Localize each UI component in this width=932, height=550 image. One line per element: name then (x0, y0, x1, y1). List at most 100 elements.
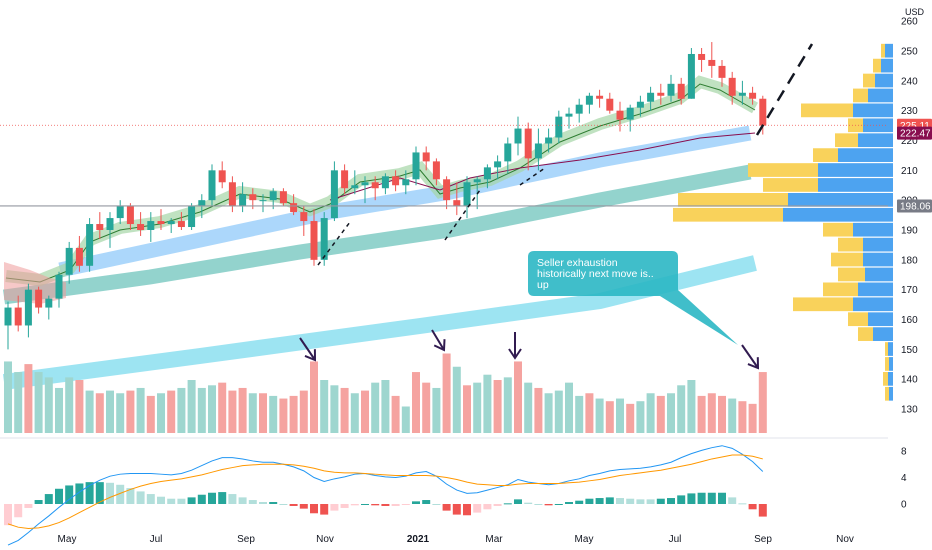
macd-histogram-bar (320, 504, 329, 515)
macd-histogram-bar (4, 504, 12, 526)
profile-bar-blue (783, 207, 893, 222)
volume-bar (320, 380, 329, 433)
macd-line (7, 445, 764, 546)
price-tag-label: 198.06 (900, 201, 931, 212)
macd-histogram-bar (697, 492, 706, 504)
macd-histogram-bar (126, 488, 135, 504)
trend-lines (0, 43, 888, 266)
candle-body (116, 206, 124, 219)
candle-body (320, 218, 328, 260)
volume-bar (65, 377, 74, 433)
profile-bar-yellow (885, 357, 889, 371)
volume-bar (391, 395, 400, 433)
profile-bar-yellow (801, 103, 853, 118)
candle-body (198, 200, 206, 207)
candle-body (290, 203, 298, 213)
candle-body (483, 167, 491, 180)
volume-bar (493, 380, 502, 433)
macd-histogram-bar (381, 504, 390, 506)
volume-bar (350, 393, 359, 433)
volume-bar (146, 395, 155, 433)
candle-body (75, 247, 83, 266)
candle-body (667, 83, 675, 96)
candle-body (137, 224, 145, 230)
volume-bar (330, 385, 339, 433)
volume-bar (728, 398, 737, 433)
macd-histogram-bar (55, 488, 63, 504)
macd-histogram-bar (259, 502, 267, 504)
macd-histogram-bar (238, 497, 247, 504)
profile-bar-yellow (885, 386, 889, 401)
early-red-cloud (4, 262, 66, 304)
y-tick-label: 180 (901, 255, 918, 266)
volume-bar (514, 361, 522, 433)
y-tick-label: 150 (901, 345, 918, 356)
volume-bar (269, 395, 278, 433)
volume-bar (677, 385, 686, 433)
volume-bar (289, 395, 298, 433)
profile-bar-yellow (823, 282, 858, 297)
candle-body (504, 143, 512, 162)
volume-bar (626, 403, 635, 433)
macd-histogram-bar (605, 497, 614, 504)
volume-bar (157, 393, 165, 433)
macd-histogram-bar (218, 492, 227, 504)
y-tick-label: 190 (901, 226, 918, 237)
macd-histogram-bar (177, 498, 186, 504)
macd-histogram-bar (442, 504, 451, 511)
macd-histogram-bar (269, 502, 278, 504)
macd-histogram-bar (422, 500, 431, 504)
macd-histogram-bar (534, 504, 543, 505)
y-tick-label: 130 (901, 405, 918, 416)
price-tag-label: 225.11 (900, 121, 930, 132)
candle-body (228, 182, 236, 207)
candle-body (575, 104, 583, 114)
macd-histogram-bar (330, 504, 339, 511)
macd-y-tick-label: 8 (901, 447, 907, 458)
macd-histogram-bar (493, 504, 502, 506)
profile-bar-blue (863, 237, 893, 252)
profile-bar-blue (818, 163, 893, 177)
volume-bar (646, 393, 655, 433)
candle-body (249, 194, 257, 201)
macd-histogram-bar (656, 498, 665, 504)
profile-bar-yellow (885, 342, 888, 356)
profile-bar-yellow (881, 43, 885, 58)
y-tick-label: 140 (901, 375, 918, 386)
macd-histogram-bar (361, 504, 369, 505)
candle-body (626, 107, 634, 120)
candle-body (534, 143, 542, 159)
candle-body (759, 98, 767, 126)
moving-average-bands (2, 75, 758, 390)
profile-bar-blue (863, 118, 893, 133)
candle-body (381, 176, 389, 189)
candle-body (555, 116, 563, 138)
volume-bar (197, 387, 206, 433)
currency-label: USD (905, 7, 925, 17)
y-tick-label: 160 (901, 315, 918, 326)
candle-body (147, 221, 155, 230)
x-axis-label: Mar (485, 534, 503, 545)
short-term-band (58, 125, 752, 278)
macd-histogram-bar (728, 497, 737, 504)
y-tick-label: 230 (901, 106, 918, 117)
volume-bar (4, 361, 12, 433)
profile-bar-blue (838, 148, 893, 162)
volume-bars (4, 353, 767, 433)
candle-body (106, 218, 114, 230)
macd-histogram-bar (646, 499, 655, 504)
candle-body (177, 221, 185, 228)
volume-bar (605, 401, 614, 433)
macd-histogram-bar (667, 498, 675, 504)
candle-body (606, 98, 614, 111)
macd-histogram-bar (371, 504, 380, 506)
candle-body (636, 101, 644, 108)
volume-bar (238, 387, 247, 433)
candle-body (259, 200, 267, 202)
profile-bar-blue (868, 312, 893, 327)
candle-body (300, 212, 308, 222)
trendline-2 (444, 189, 481, 241)
volume-bar (687, 380, 696, 433)
